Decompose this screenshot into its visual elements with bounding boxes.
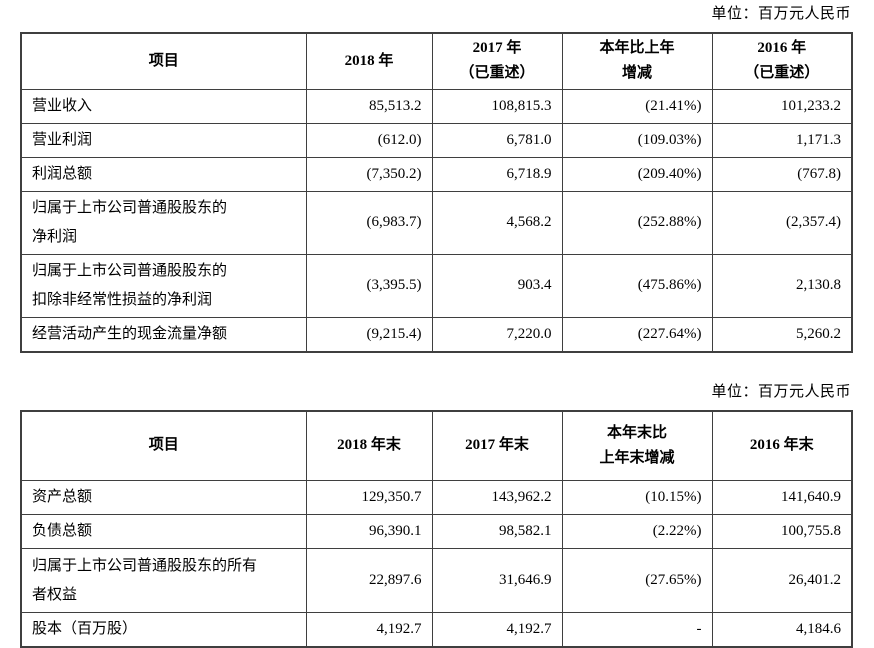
value-change: -	[562, 613, 712, 648]
row-label: 归属于上市公司普通股股东的 净利润	[21, 191, 306, 254]
value-change: (227.64%)	[562, 317, 712, 352]
value-2016: (767.8)	[712, 157, 852, 191]
value-2016: 141,640.9	[712, 481, 852, 515]
value-2016: 5,260.2	[712, 317, 852, 352]
value-2017: 4,192.7	[432, 613, 562, 648]
value-2016: 1,171.3	[712, 123, 852, 157]
table2-header-item: 项目	[21, 411, 306, 481]
value-2017: 98,582.1	[432, 515, 562, 549]
spacer	[20, 403, 851, 410]
table1-row-operating-profit: 营业利润 (612.0) 6,781.0 (109.03%) 1,171.3	[21, 123, 852, 157]
row-label: 股本（百万股）	[21, 613, 306, 648]
value-2018: 22,897.6	[306, 549, 432, 613]
table2-header-yearend-change: 本年末比 上年末增减	[562, 411, 712, 481]
table1-header-yoy-change: 本年比上年 增减	[562, 33, 712, 89]
value-2017: 143,962.2	[432, 481, 562, 515]
unit-note-table2: 单位：百万元人民币	[20, 382, 851, 403]
row-label: 归属于上市公司普通股股东的 扣除非经常性损益的净利润	[21, 254, 306, 317]
table2-header-2017-yearend: 2017 年末	[432, 411, 562, 481]
row-label: 利润总额	[21, 157, 306, 191]
value-2018: (612.0)	[306, 123, 432, 157]
table2-row-total-liabilities: 负债总额 96,390.1 98,582.1 (2.22%) 100,755.8	[21, 515, 852, 549]
value-2017: 6,781.0	[432, 123, 562, 157]
table2-row-total-assets: 资产总额 129,350.7 143,962.2 (10.15%) 141,64…	[21, 481, 852, 515]
value-2018: (6,983.7)	[306, 191, 432, 254]
table1-header-item: 项目	[21, 33, 306, 89]
table1-header-2017-restated: 2017 年 （已重述）	[432, 33, 562, 89]
table1-header-2016-restated: 2016 年 （已重述）	[712, 33, 852, 89]
row-label: 归属于上市公司普通股股东的所有 者权益	[21, 549, 306, 613]
table2-header-row: 项目 2018 年末 2017 年末 本年末比 上年末增减 2016 年末	[21, 411, 852, 481]
value-2017: 903.4	[432, 254, 562, 317]
table1-header-2018: 2018 年	[306, 33, 432, 89]
value-2018: 129,350.7	[306, 481, 432, 515]
table1-row-net-profit-attributable: 归属于上市公司普通股股东的 净利润 (6,983.7) 4,568.2 (252…	[21, 191, 852, 254]
row-label: 经营活动产生的现金流量净额	[21, 317, 306, 352]
table1-header-row: 项目 2018 年 2017 年 （已重述） 本年比上年 增减 2016 年 （…	[21, 33, 852, 89]
table1-row-net-profit-excl-nonrecurring: 归属于上市公司普通股股东的 扣除非经常性损益的净利润 (3,395.5) 903…	[21, 254, 852, 317]
row-label: 资产总额	[21, 481, 306, 515]
table1-row-total-profit: 利润总额 (7,350.2) 6,718.9 (209.40%) (767.8)	[21, 157, 852, 191]
value-2018: 85,513.2	[306, 89, 432, 123]
value-2018: 4,192.7	[306, 613, 432, 648]
value-2016: 26,401.2	[712, 549, 852, 613]
value-2018: (3,395.5)	[306, 254, 432, 317]
value-change: (109.03%)	[562, 123, 712, 157]
value-2016: 101,233.2	[712, 89, 852, 123]
value-change: (209.40%)	[562, 157, 712, 191]
value-change: (10.15%)	[562, 481, 712, 515]
value-change: (21.41%)	[562, 89, 712, 123]
spacer	[20, 353, 851, 382]
table2-header-2016-yearend: 2016 年末	[712, 411, 852, 481]
value-2016: 2,130.8	[712, 254, 852, 317]
value-2018: 96,390.1	[306, 515, 432, 549]
value-2017: 108,815.3	[432, 89, 562, 123]
annual-results-summary-table: 项目 2018 年 2017 年 （已重述） 本年比上年 增减 2016 年 （…	[20, 32, 853, 353]
table1-row-operating-cash-flow: 经营活动产生的现金流量净额 (9,215.4) 7,220.0 (227.64%…	[21, 317, 852, 352]
spacer	[20, 25, 851, 32]
value-change: (252.88%)	[562, 191, 712, 254]
row-label: 营业利润	[21, 123, 306, 157]
value-change: (2.22%)	[562, 515, 712, 549]
balance-sheet-summary-table: 项目 2018 年末 2017 年末 本年末比 上年末增减 2016 年末 资产…	[20, 410, 853, 648]
value-2016: (2,357.4)	[712, 191, 852, 254]
table2-header-2018-yearend: 2018 年末	[306, 411, 432, 481]
row-label: 负债总额	[21, 515, 306, 549]
value-2017: 31,646.9	[432, 549, 562, 613]
unit-note-table1: 单位：百万元人民币	[20, 4, 851, 25]
value-change: (27.65%)	[562, 549, 712, 613]
value-2018: (7,350.2)	[306, 157, 432, 191]
table1-row-operating-revenue: 营业收入 85,513.2 108,815.3 (21.41%) 101,233…	[21, 89, 852, 123]
row-label: 营业收入	[21, 89, 306, 123]
value-2017: 7,220.0	[432, 317, 562, 352]
table2-row-equity-attributable: 归属于上市公司普通股股东的所有 者权益 22,897.6 31,646.9 (2…	[21, 549, 852, 613]
table2-row-share-capital: 股本（百万股） 4,192.7 4,192.7 - 4,184.6	[21, 613, 852, 648]
value-change: (475.86%)	[562, 254, 712, 317]
value-2018: (9,215.4)	[306, 317, 432, 352]
value-2016: 100,755.8	[712, 515, 852, 549]
value-2016: 4,184.6	[712, 613, 852, 648]
value-2017: 4,568.2	[432, 191, 562, 254]
value-2017: 6,718.9	[432, 157, 562, 191]
